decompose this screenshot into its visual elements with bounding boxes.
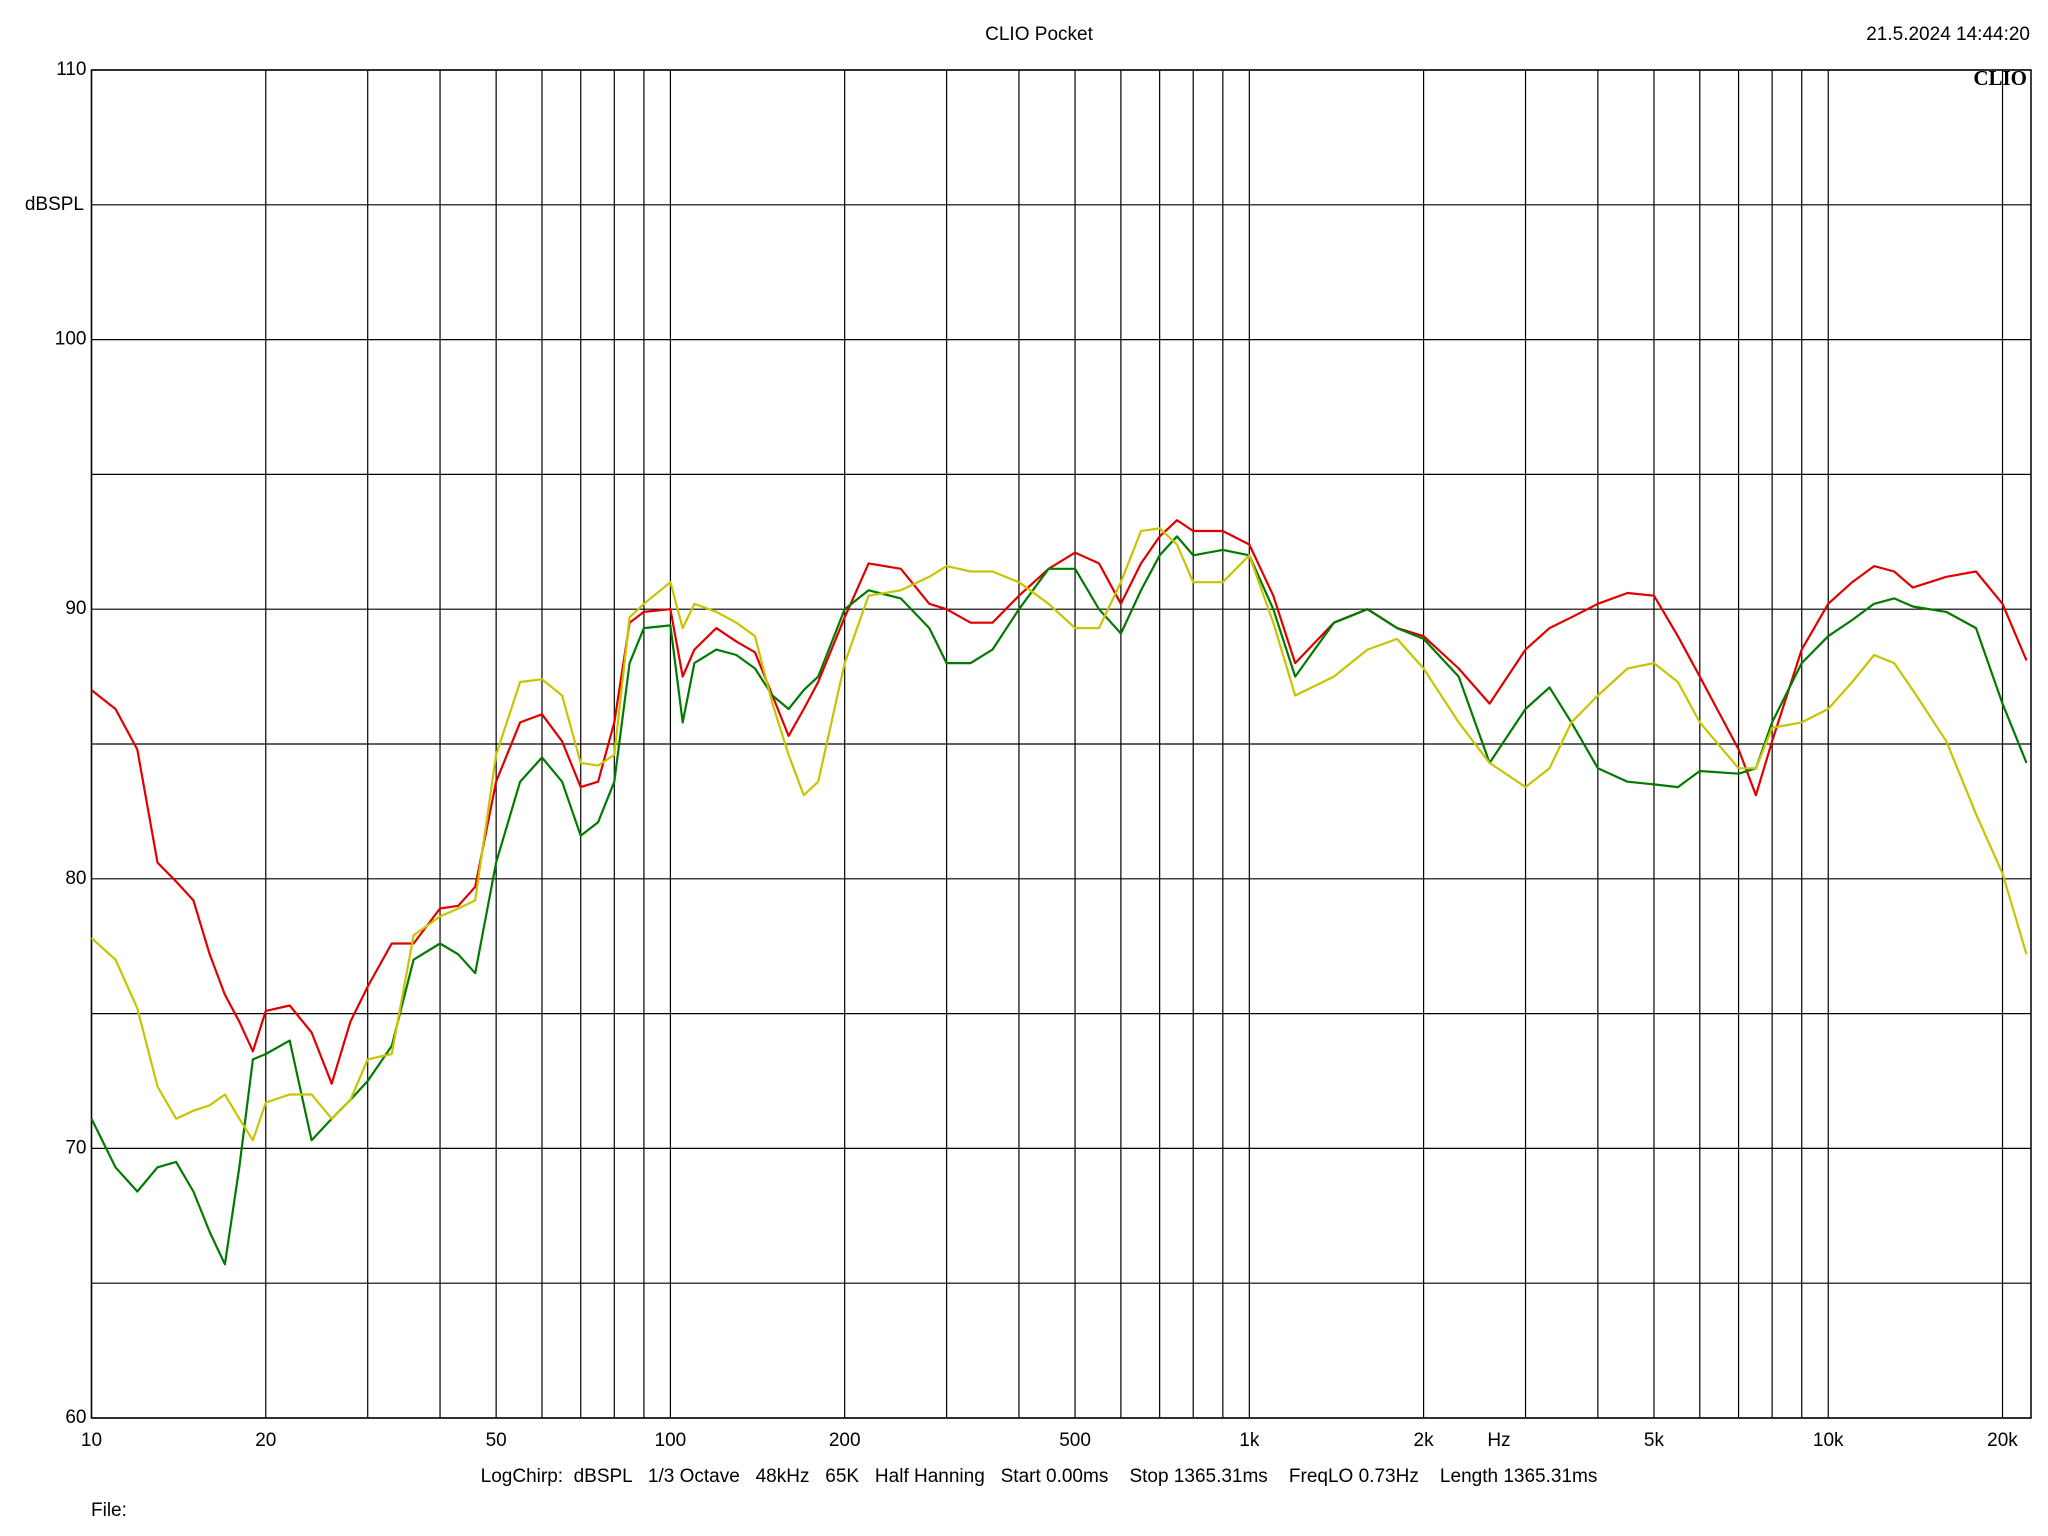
x-tick-label: 10 <box>81 1430 102 1451</box>
series-line <box>90 527 2028 1142</box>
plot-frame <box>90 69 2032 1419</box>
chart-title: CLIO Pocket <box>985 24 1093 45</box>
y-tick-label: 60 <box>65 1407 86 1428</box>
x-tick-label: 1k <box>1239 1430 1260 1451</box>
x-tick-label: 100 <box>655 1430 687 1451</box>
x-tick-label: 5k <box>1644 1430 1665 1451</box>
settings-line: LogChirp: dBSPL 1/3 Octave 48kHz 65K Hal… <box>481 1466 1598 1487</box>
x-tick-label: 20k <box>1987 1430 2018 1451</box>
series-line <box>90 519 2028 1085</box>
file-label: File: <box>91 1500 127 1521</box>
y-tick-label: 70 <box>65 1137 86 1158</box>
x-tick-label: 10k <box>1813 1430 1844 1451</box>
x-tick-label: 2k <box>1414 1430 1435 1451</box>
y-tick-label: 80 <box>65 868 86 889</box>
timestamp: 21.5.2024 14:44:20 <box>1866 24 2030 45</box>
series-line <box>90 535 2028 1266</box>
y-tick-label: 110 <box>56 59 86 80</box>
y-tick-label: 100 <box>55 329 87 350</box>
x-tick-label: 20 <box>255 1430 276 1451</box>
x-axis-label: Hz <box>1487 1430 1510 1451</box>
y-axis-label: dBSPL <box>25 194 84 215</box>
x-tick-label: 200 <box>829 1430 861 1451</box>
x-tick-label: 500 <box>1059 1430 1091 1451</box>
x-tick-label: 50 <box>486 1430 507 1451</box>
y-tick-label: 90 <box>65 598 86 619</box>
